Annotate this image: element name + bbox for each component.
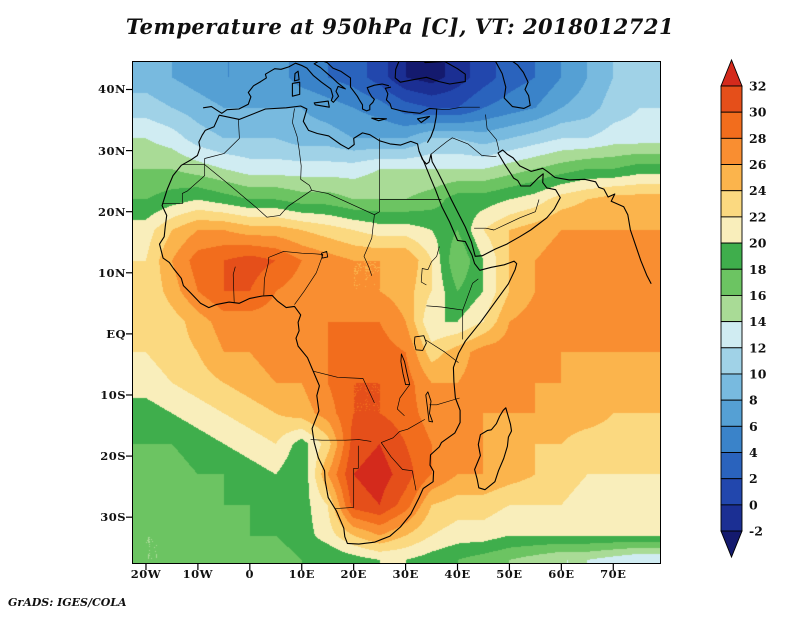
colorbar-label: -2 (749, 524, 763, 539)
x-tick-label: 40E (444, 567, 471, 581)
colorbar-label: 30 (749, 105, 767, 120)
colorbar-label: 12 (749, 340, 766, 355)
colorbar-label: 20 (749, 236, 767, 251)
y-tick-label: 20S (100, 449, 126, 464)
x-tick-label: 0 (245, 567, 255, 581)
colorbar-label: 32 (749, 79, 766, 94)
colorbar-label: 2 (749, 471, 758, 486)
temperature-field-canvas (133, 62, 660, 563)
colorbar-label: 28 (749, 131, 767, 146)
x-tick-label: 50E (496, 567, 523, 581)
y-tick-label: 20N (97, 204, 126, 219)
y-tick-label: 30N (97, 143, 126, 158)
colorbar-label: 22 (749, 209, 766, 224)
coastline-borders-overlay (158, 62, 652, 545)
x-tick-label: 60E (548, 567, 575, 581)
x-tick-label: 70E (600, 567, 627, 581)
y-tick-label: 40N (97, 82, 126, 97)
colorbar-label: 24 (749, 183, 767, 198)
x-tick-label: 10E (288, 567, 315, 581)
grads-credit: GrADS: IGES/COLA (8, 596, 127, 609)
y-tick-label: 10N (97, 265, 126, 280)
x-tick-label: 20W (130, 567, 162, 581)
map-plot-area (132, 61, 661, 564)
colorbar-label: 14 (749, 314, 767, 329)
y-tick-label: 30S (100, 510, 126, 525)
colorbar-label: 16 (749, 288, 767, 303)
plot-title: Temperature at 950hPa [C], VT: 201801272… (125, 14, 675, 39)
colorbar-label: 8 (749, 393, 758, 408)
y-tick-label: EQ (106, 326, 126, 341)
colorbar-label: 0 (749, 497, 758, 512)
colorbar-label: 6 (749, 419, 758, 434)
x-tick-label: 20E (340, 567, 367, 581)
x-tick-label: 10W (182, 567, 214, 581)
x-tick-label: 30E (392, 567, 419, 581)
y-tick-label: 10S (100, 387, 126, 402)
colorbar-label: 18 (749, 262, 767, 277)
colorbar-label: 26 (749, 157, 767, 172)
colorbar-label: 4 (749, 445, 758, 460)
colorbar-label: 10 (749, 366, 767, 381)
